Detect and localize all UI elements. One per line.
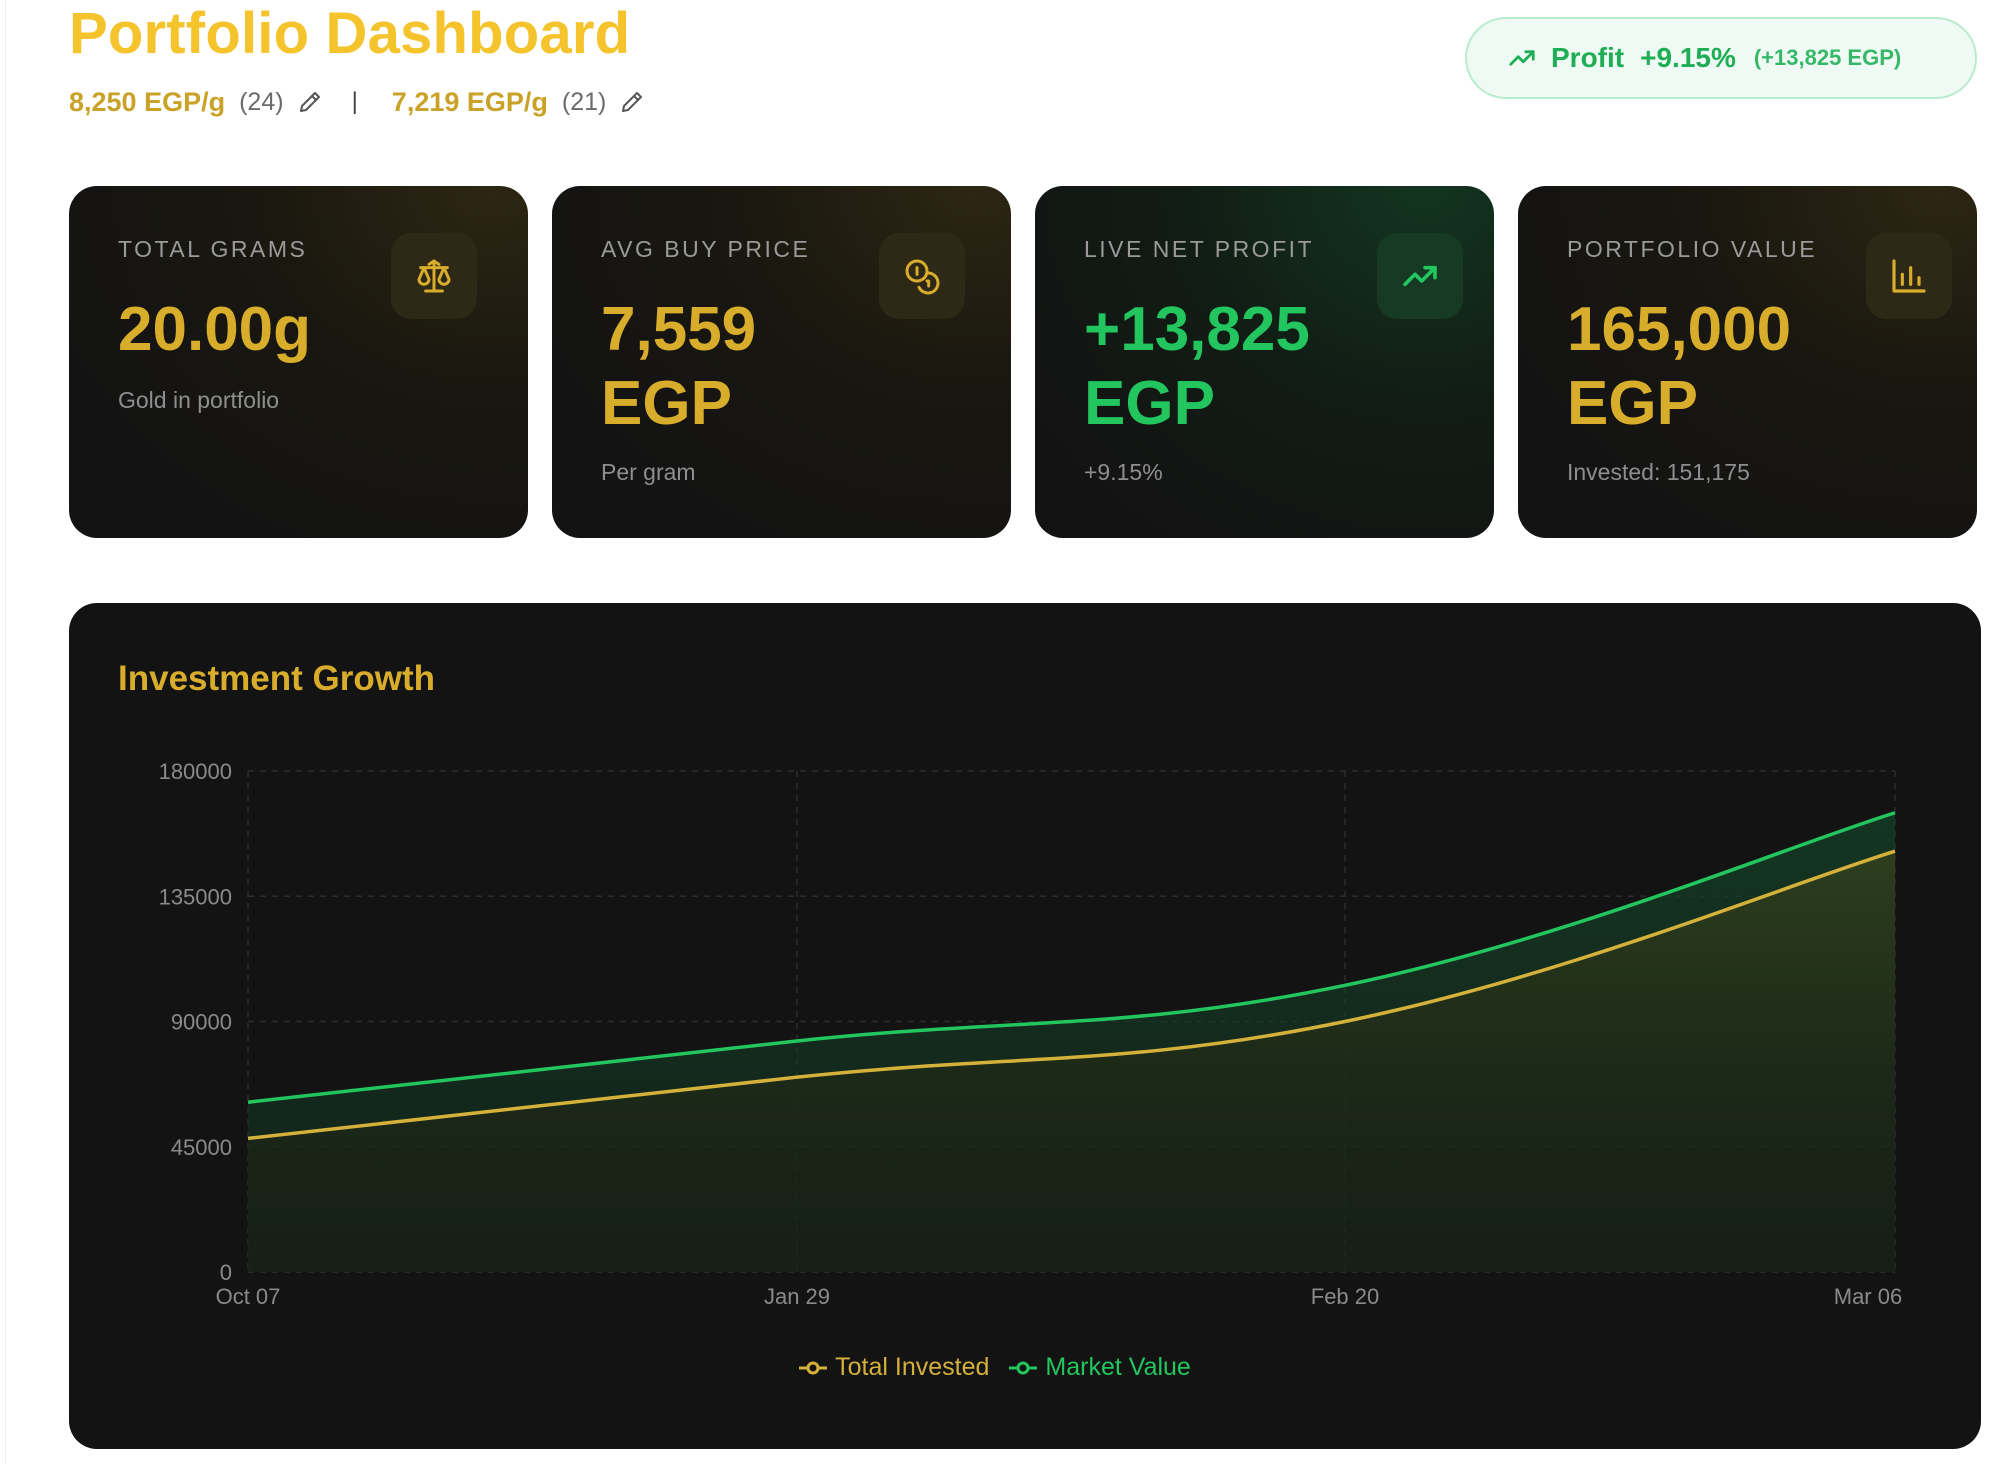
profit-label: Profit bbox=[1551, 42, 1625, 73]
y-tick-label: 0 bbox=[220, 1260, 232, 1285]
chart-title: Investment Growth bbox=[118, 659, 435, 698]
total-grams-card: TOTAL GRAMS 20.00g Gold in portfolio bbox=[69, 186, 528, 538]
card-subtitle: +9.15% bbox=[1084, 459, 1163, 485]
card-value: 7,559 EGP bbox=[601, 293, 756, 441]
page-title: Portfolio Dashboard bbox=[69, 1, 631, 66]
card-value: +13,825 EGP bbox=[1084, 293, 1310, 441]
left-edge-divider bbox=[5, 0, 6, 1464]
card-subtitle: Gold in portfolio bbox=[118, 387, 280, 413]
legend-marker-icon bbox=[1009, 1361, 1038, 1375]
card-label: LIVE NET PROFIT bbox=[1084, 236, 1315, 262]
x-tick-label: Mar 06 bbox=[1834, 1284, 1902, 1309]
card-value: 165,000 EGP bbox=[1567, 293, 1791, 441]
price-b-value: 7,219 EGP/g bbox=[391, 86, 548, 117]
card-label: PORTFOLIO VALUE bbox=[1567, 236, 1818, 262]
card-subtitle: Per gram bbox=[601, 459, 696, 485]
card-value: 20.00g bbox=[118, 293, 311, 367]
legend-item-total-invested[interactable]: Total Invested bbox=[799, 1353, 989, 1382]
y-tick-label: 90000 bbox=[171, 1010, 232, 1035]
legend-item-market-value[interactable]: Market Value bbox=[1009, 1353, 1191, 1382]
card-value-unit: EGP bbox=[1084, 369, 1215, 438]
scale-icon bbox=[391, 233, 477, 319]
profit-amount: (+13,825 EGP) bbox=[1753, 45, 1902, 70]
trending-up-icon bbox=[1507, 43, 1537, 73]
x-tick-label: Oct 07 bbox=[216, 1284, 281, 1309]
card-label: TOTAL GRAMS bbox=[118, 236, 308, 262]
card-value-number: 165,000 bbox=[1567, 295, 1792, 364]
chart-legend: Total Invested Market Value bbox=[39, 1353, 1951, 1382]
card-value-number: +13,825 bbox=[1084, 295, 1310, 364]
card-subtitle: Invested: 151,175 bbox=[1567, 459, 1750, 485]
coins-icon bbox=[879, 233, 965, 319]
card-value-unit: EGP bbox=[1567, 369, 1698, 438]
y-tick-label: 135000 bbox=[159, 884, 232, 909]
legend-label: Market Value bbox=[1045, 1353, 1191, 1381]
card-value-number: 20.00g bbox=[118, 295, 312, 364]
portfolio-value-card: PORTFOLIO VALUE 165,000 EGP Invested: 15… bbox=[1518, 186, 1977, 538]
pencil-icon[interactable] bbox=[298, 90, 322, 114]
price-b-count: (21) bbox=[561, 87, 607, 116]
series-line-total-invested bbox=[247, 849, 1896, 1141]
card-value-number: 7,559 bbox=[601, 295, 757, 364]
area-total-invested-shade bbox=[248, 851, 1895, 1272]
area-total-invested bbox=[248, 851, 1895, 1272]
x-tick-label: Jan 29 bbox=[764, 1284, 830, 1309]
price-a-value: 8,250 EGP/g bbox=[69, 86, 226, 117]
bar-chart-icon bbox=[1866, 233, 1952, 319]
investment-growth-panel: Investment Growth 0 45000 90000 135000 18000… bbox=[69, 603, 1981, 1449]
avg-buy-price-card: AVG BUY PRICE 7,559 EGP Per gram bbox=[552, 186, 1011, 538]
card-value-unit: EGP bbox=[601, 369, 732, 438]
y-tick-label: 180000 bbox=[159, 759, 232, 784]
card-label: AVG BUY PRICE bbox=[601, 236, 811, 262]
price-bar: 8,250 EGP/g (24) | 7,219 EGP/g (21) bbox=[69, 84, 644, 120]
profit-badge: Profit +9.15% (+13,825 EGP) bbox=[1465, 17, 1977, 99]
legend-marker-icon bbox=[799, 1361, 828, 1375]
profit-percent: +9.15% bbox=[1640, 42, 1736, 73]
trending-up-icon bbox=[1377, 233, 1463, 319]
price-separator: | bbox=[351, 88, 358, 115]
live-net-profit-card: LIVE NET PROFIT +13,825 EGP +9.15% bbox=[1035, 186, 1494, 538]
y-tick-label: 45000 bbox=[171, 1135, 232, 1160]
price-a-count: (24) bbox=[239, 87, 284, 116]
pencil-icon[interactable] bbox=[620, 90, 644, 114]
investment-growth-chart: 0 45000 90000 135000 180000 Oct 07 Jan 29 Feb … bbox=[159, 759, 1903, 1309]
legend-label: Total Invested bbox=[835, 1353, 990, 1381]
x-tick-label: Feb 20 bbox=[1311, 1284, 1380, 1309]
series-line-market-value bbox=[247, 811, 1896, 1104]
